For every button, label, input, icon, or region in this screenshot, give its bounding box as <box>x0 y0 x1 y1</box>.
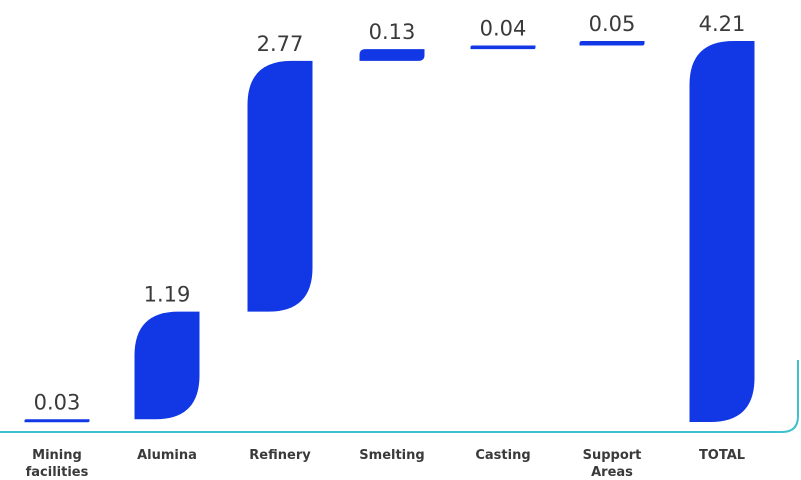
category-labels-group: Mining facilities Alumina Refinery Smelting C… <box>26 448 745 480</box>
category-label-alumina: Alumina <box>137 448 197 463</box>
bar-support-areas <box>579 41 645 46</box>
bars-group <box>24 41 755 423</box>
category-label-refinery: Refinery <box>249 448 311 463</box>
value-label-smelting: 0.13 <box>369 20 416 44</box>
value-label-mining-facilities: 0.03 <box>34 390 81 414</box>
bar-total <box>689 41 755 422</box>
bar-refinery <box>247 60 313 312</box>
category-label-support-areas: Support Areas <box>583 448 642 480</box>
bar-alumina <box>134 311 200 420</box>
value-label-refinery: 2.77 <box>257 32 304 56</box>
bar-smelting <box>359 49 425 61</box>
chart-frame-line <box>0 360 799 433</box>
category-label-mining-facilities: Mining facilities <box>26 448 89 480</box>
value-label-support-areas: 0.05 <box>589 12 636 36</box>
category-label-casting: Casting <box>475 448 530 463</box>
value-label-casting: 0.04 <box>480 17 527 41</box>
bar-casting <box>470 45 536 50</box>
category-label-smelting: Smelting <box>359 448 424 463</box>
bar-mining-facilities <box>24 419 90 423</box>
value-label-alumina: 1.19 <box>144 283 191 307</box>
value-label-total: 4.21 <box>699 12 746 36</box>
value-labels-group: 0.03 1.19 2.77 0.13 0.04 0.05 4.21 <box>34 12 746 414</box>
category-label-total: TOTAL <box>699 448 745 463</box>
